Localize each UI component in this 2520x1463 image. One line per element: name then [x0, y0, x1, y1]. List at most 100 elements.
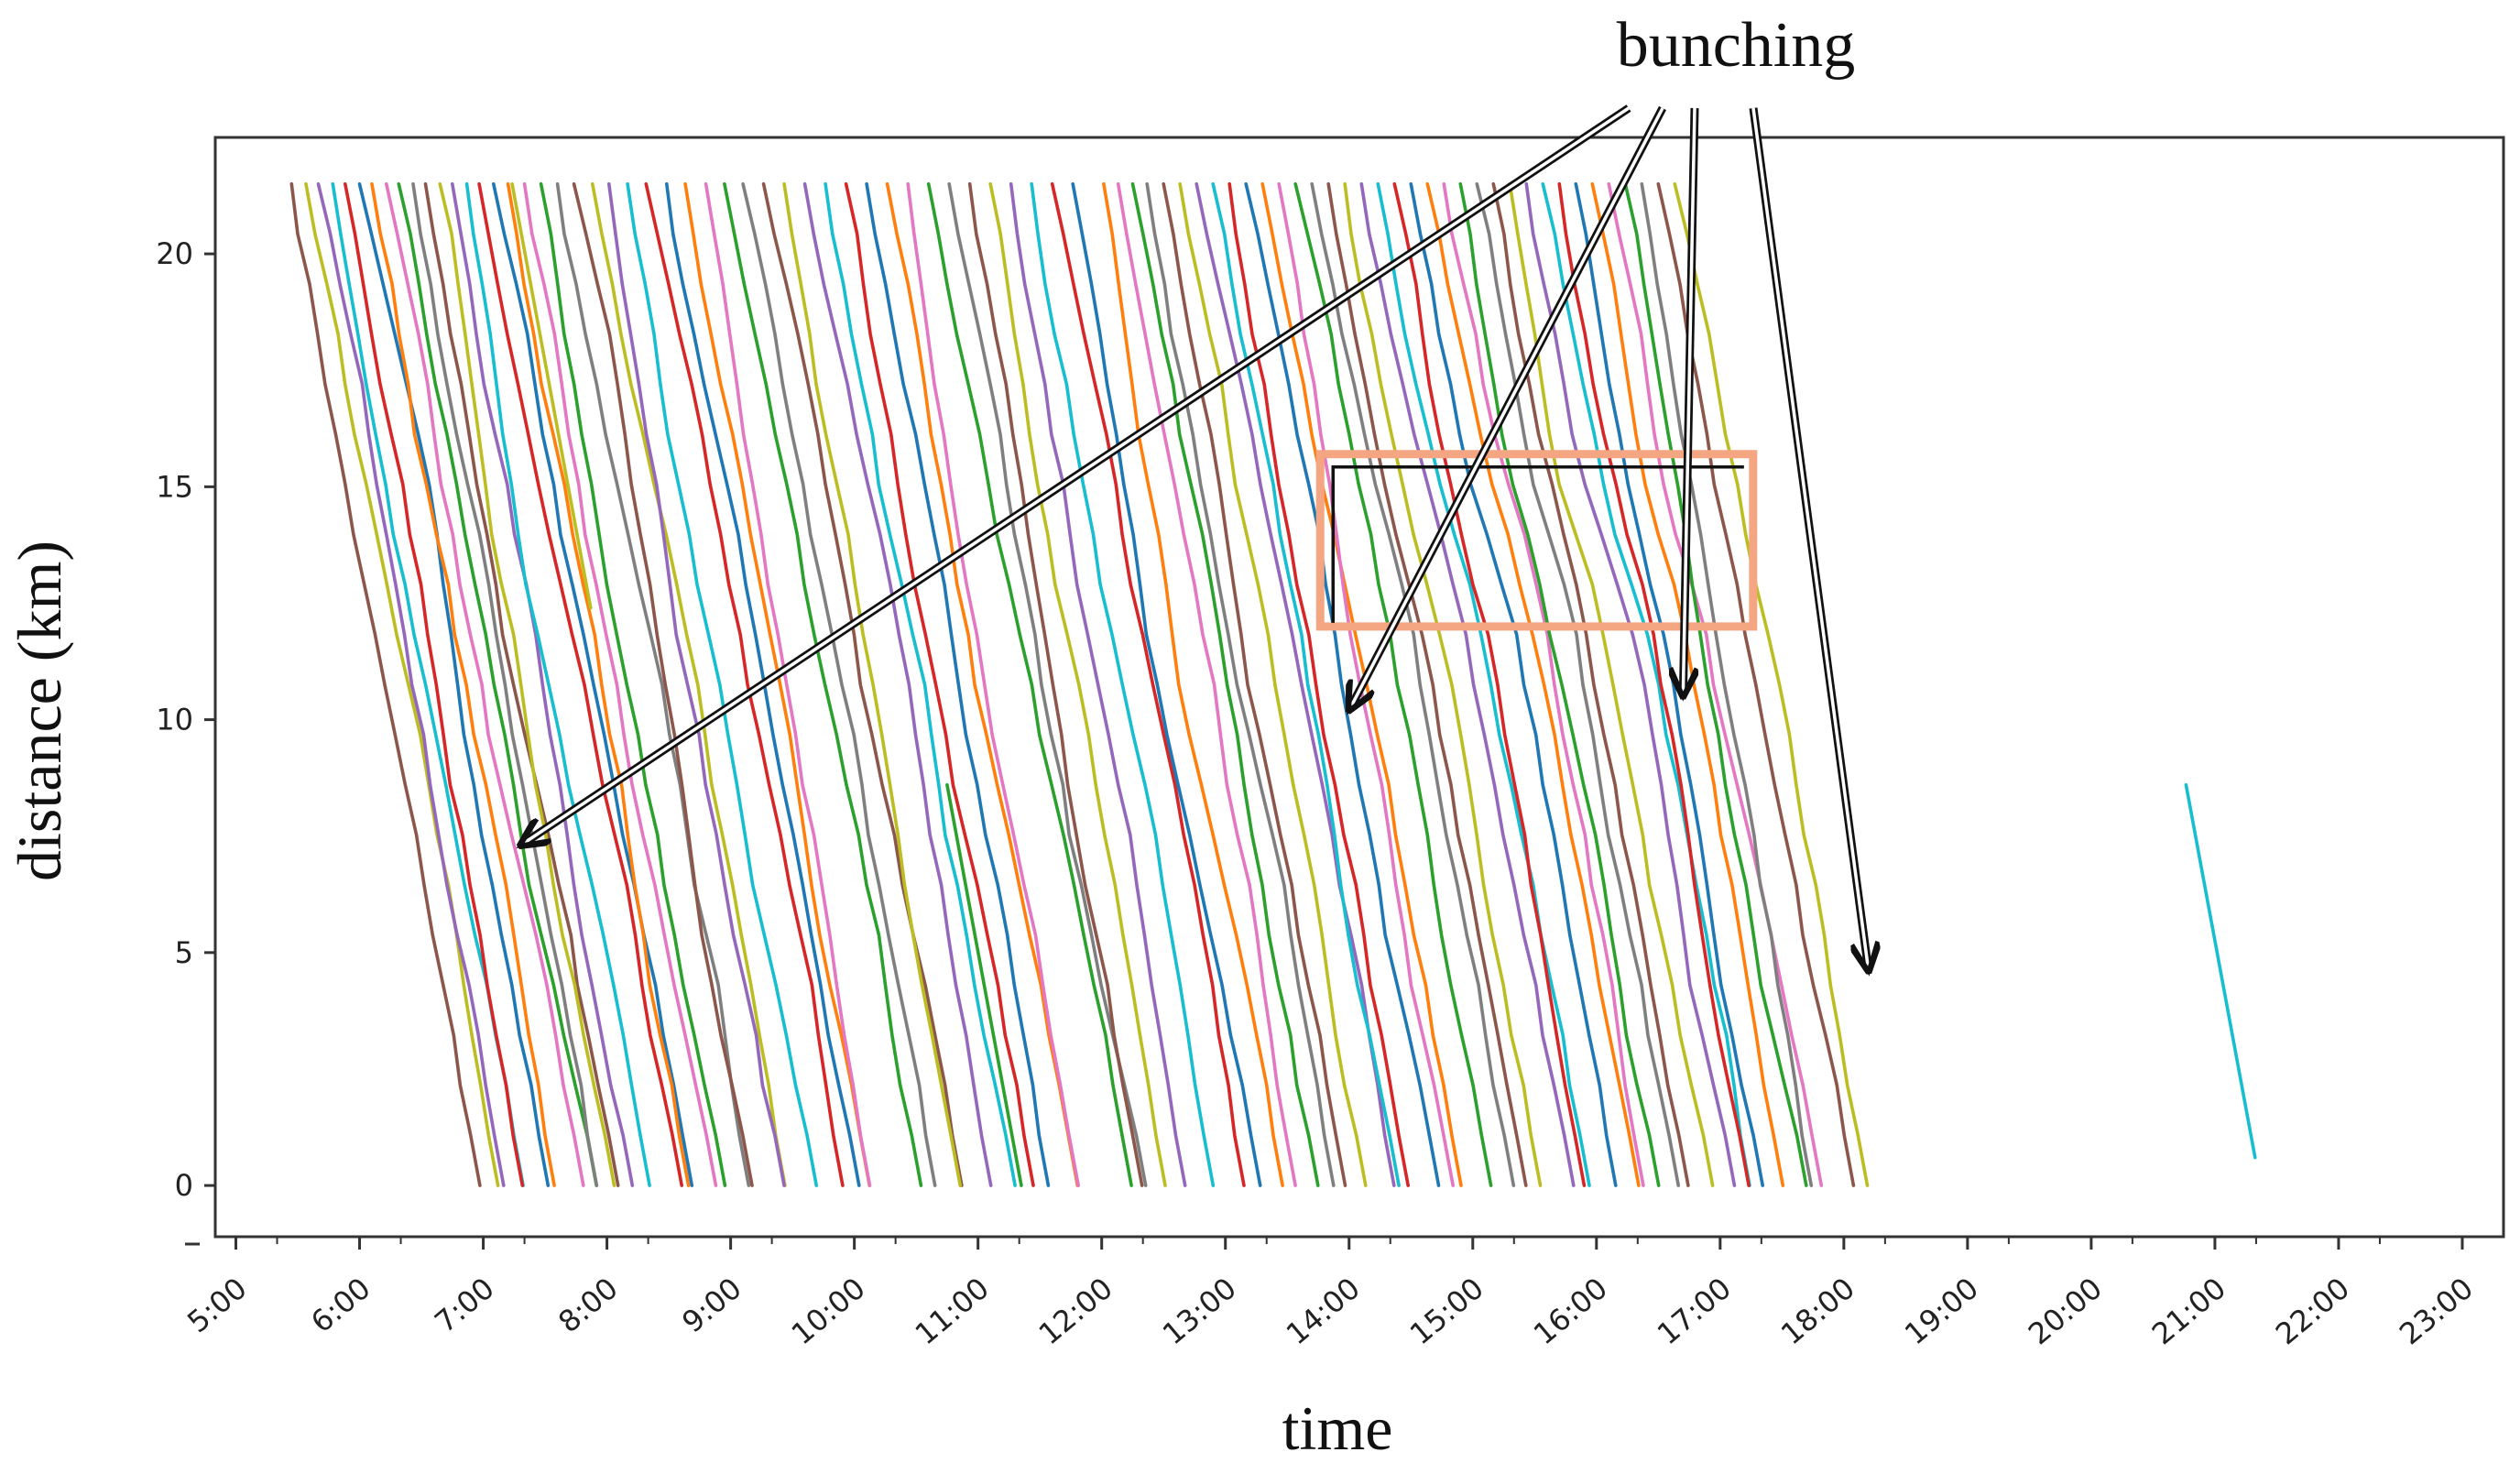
- arrow-fill: [1751, 107, 1871, 972]
- trip-line: [1607, 182, 1824, 1187]
- trip-line: [1162, 182, 1347, 1187]
- trip-line: [683, 182, 872, 1187]
- trip-line: [1326, 182, 1528, 1187]
- trip-line: [477, 182, 684, 1187]
- trip-line: [1640, 182, 1814, 1187]
- trip-line: [1102, 182, 1284, 1187]
- trip-line: [906, 182, 1080, 1187]
- trip-line: [1009, 182, 1187, 1187]
- trip-line: [1376, 182, 1591, 1187]
- trip-line: [316, 182, 506, 1187]
- arrowhead: [1347, 679, 1375, 715]
- trip-line: [423, 182, 620, 1187]
- y-axis-title: distance (km): [5, 540, 74, 881]
- trip-line: [1293, 182, 1493, 1187]
- trip-line: [289, 182, 482, 1187]
- trip-line: [761, 182, 964, 1187]
- trip-line: [1116, 182, 1297, 1187]
- trip-line: [1211, 182, 1401, 1187]
- highlight-layer: [1315, 450, 1758, 631]
- arrow-fill: [1347, 107, 1664, 712]
- trip-line: [1050, 182, 1246, 1187]
- trip-line: [626, 182, 819, 1187]
- x-axis-title: time: [1282, 1393, 1393, 1463]
- partial-trip-line: [510, 182, 593, 610]
- trip-line: [522, 182, 718, 1187]
- partial-trip-line: [945, 782, 1023, 1187]
- y-axis: 0 5 10 15 20: [156, 236, 215, 1246]
- trip-line: [1541, 182, 1751, 1187]
- trip-line: [967, 182, 1144, 1187]
- y-tick-label: 15: [156, 469, 193, 504]
- trip-line: [438, 182, 616, 1187]
- trip-line: [1227, 182, 1410, 1187]
- arrowhead: [1850, 940, 1880, 977]
- trip-line: [1343, 182, 1543, 1187]
- trip-line: [1030, 182, 1216, 1187]
- trip-line: [1359, 182, 1576, 1187]
- trip-line: [411, 182, 599, 1187]
- trip-line: [1130, 182, 1320, 1187]
- trip-line: [1145, 182, 1336, 1187]
- trip-line: [723, 182, 923, 1187]
- trip-line: [539, 182, 727, 1187]
- trip-line: [1178, 182, 1368, 1187]
- trip-line: [1623, 182, 1808, 1187]
- trip-line: [1524, 182, 1737, 1187]
- y-tick-label: 10: [156, 703, 193, 737]
- trip-line: [782, 182, 962, 1187]
- trip-line: [370, 182, 556, 1187]
- trip-line: [644, 182, 845, 1187]
- y-tick-label: 0: [175, 1168, 193, 1203]
- annotation-bunching: bunching: [1617, 10, 1856, 81]
- trip-line: [343, 182, 525, 1187]
- trip-line: [464, 182, 651, 1187]
- arrow-fill: [1681, 107, 1696, 697]
- plot-frame: [213, 136, 2505, 1239]
- trip-line: [357, 182, 551, 1187]
- trip-line: [1071, 182, 1262, 1187]
- arrow-fill: [519, 106, 1630, 847]
- trip-line: [1310, 182, 1516, 1187]
- arrowhead: [516, 817, 551, 848]
- arrowhead: [1669, 666, 1698, 702]
- trip-line: [555, 182, 751, 1187]
- trip-line: [1244, 182, 1441, 1187]
- annotation-layer: bunching: [516, 10, 1880, 977]
- trip-line: [1409, 182, 1618, 1187]
- trip-line: [304, 182, 500, 1187]
- trip-line: [1425, 182, 1641, 1187]
- trip-line: [1442, 182, 1645, 1187]
- trip-line: [397, 182, 598, 1187]
- trip-line: [384, 182, 585, 1187]
- bunching-highlight-box: [1315, 450, 1758, 631]
- trip-line: [1491, 182, 1690, 1187]
- trip-line: [802, 182, 993, 1187]
- partial-trip-line: [2184, 782, 2257, 1160]
- trip-line: [1392, 182, 1587, 1187]
- trip-line: [885, 182, 1080, 1187]
- y-tick-label: 20: [156, 236, 193, 271]
- trip-line: [926, 182, 1133, 1187]
- trips-layer: [289, 182, 2257, 1187]
- trip-line: [1673, 182, 1870, 1187]
- trip-line: [1475, 182, 1680, 1187]
- trip-line: [1458, 182, 1661, 1187]
- y-tick-label: 5: [175, 935, 193, 970]
- trip-line: [572, 182, 754, 1187]
- trip-line: [1557, 182, 1751, 1187]
- trip-line: [450, 182, 635, 1187]
- trip-line: [606, 182, 786, 1187]
- trip-line: [590, 182, 787, 1187]
- trip-line: [491, 182, 694, 1187]
- trip-line: [741, 182, 937, 1187]
- trip-line: [988, 182, 1167, 1187]
- bunching-box-inner-line: [1331, 465, 1744, 623]
- trip-line: [704, 182, 872, 1187]
- trip-line: [824, 182, 1017, 1187]
- trip-line: [865, 182, 1051, 1187]
- trip-line: [506, 182, 691, 1187]
- trip-line: [947, 182, 1148, 1187]
- trip-line: [844, 182, 1035, 1187]
